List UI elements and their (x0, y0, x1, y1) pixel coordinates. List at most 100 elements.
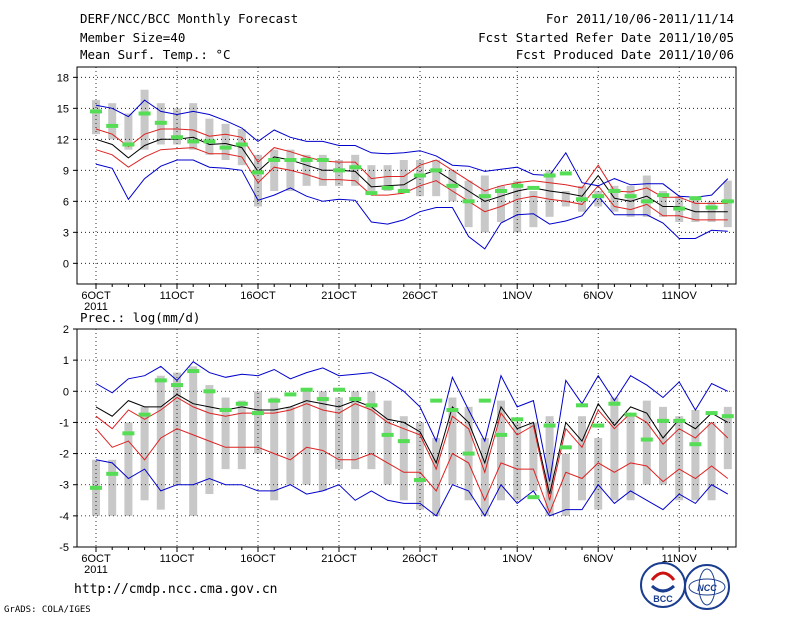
x-tick-year-label: 2011 (84, 564, 108, 576)
observed-marker (106, 123, 119, 128)
observed-marker (381, 185, 394, 190)
y-tick-label: 0 (63, 258, 69, 270)
observed-marker (657, 193, 669, 198)
observed-marker (462, 451, 475, 456)
ensemble-box (399, 416, 408, 501)
ensemble-box (497, 185, 505, 222)
x-tick-label: 16OCT (240, 553, 276, 565)
ensemble-box (383, 400, 392, 485)
ensemble-box (513, 180, 522, 233)
x-tick-label: 6OCT (81, 553, 111, 565)
observed-marker (219, 407, 232, 412)
observed-marker (446, 407, 459, 412)
y-tick-label: 0 (63, 386, 69, 398)
observed-marker (138, 412, 151, 417)
ensemble-box (237, 400, 246, 470)
x-tick-year-label: 2011 (84, 301, 108, 313)
ensemble-box (691, 196, 700, 222)
ensemble-box (545, 416, 554, 516)
ensemble-box (594, 191, 603, 207)
ensemble-box (399, 160, 408, 191)
observed-marker (284, 392, 297, 397)
ensemble-box (140, 89, 149, 150)
ensemble-box (254, 154, 262, 207)
y-tick-label: -2 (59, 449, 69, 461)
ncc-logo-text: NCC (697, 583, 717, 593)
y-tick-label: -1 (59, 417, 69, 429)
x-tick-label: 6NOV (583, 290, 614, 302)
source-url[interactable]: http://cmdp.ncc.cma.gov.cn (74, 582, 278, 597)
ensemble-box (642, 400, 651, 485)
plot-frame (76, 328, 737, 548)
y-tick-label: 9 (63, 165, 69, 177)
y-tick-label: -5 (59, 542, 69, 554)
observed-marker (203, 389, 216, 394)
observed-marker (576, 197, 588, 202)
observed-marker (154, 378, 167, 383)
observed-marker (122, 142, 135, 147)
ensemble-box (626, 416, 635, 501)
y-tick-label: 12 (57, 134, 69, 146)
observed-marker (559, 445, 572, 450)
ensemble-box (286, 406, 295, 485)
ensemble-mean-line (95, 393, 729, 495)
ensemble-box (221, 123, 230, 160)
observed-marker (252, 170, 264, 175)
bcc-logo: BCC (640, 562, 686, 608)
ensemble-box (156, 375, 165, 510)
min-envelope-line (95, 459, 729, 517)
observed-marker (268, 398, 281, 403)
ensemble-box (432, 160, 441, 197)
y-tick-label: 18 (57, 72, 69, 84)
observed-marker (284, 158, 297, 162)
ensemble-box (610, 185, 619, 212)
observed-marker (235, 142, 248, 147)
ensemble-box (659, 191, 667, 217)
ensemble-box (561, 191, 570, 207)
y-tick-label: 15 (57, 103, 69, 115)
ensemble-box (691, 409, 700, 501)
precip-panel-label: Prec.: log(mm/d) (80, 310, 201, 325)
ensemble-box (189, 103, 198, 150)
forecast-produced-date: Fcst Produced Date 2011/10/06 (515, 47, 734, 62)
observed-marker (430, 168, 443, 173)
observed-marker (397, 189, 410, 193)
x-tick-label: 11OCT (160, 553, 195, 565)
observed-marker (624, 412, 637, 417)
observed-marker (122, 431, 135, 436)
ensemble-box (659, 406, 667, 485)
observed-marker (689, 442, 702, 447)
observed-marker (316, 158, 329, 162)
ensemble-box (302, 391, 311, 485)
ensemble-box (529, 191, 538, 228)
forecast-period: For 2011/10/06-2011/11/14 (545, 11, 734, 26)
observed-marker (365, 191, 378, 196)
observed-marker (689, 196, 702, 201)
observed-marker (543, 423, 556, 428)
ensemble-box (610, 397, 619, 501)
x-tick-label: 11NOV (662, 290, 698, 302)
observed-marker (414, 173, 426, 178)
observed-marker (543, 173, 556, 178)
ensemble-box (302, 154, 311, 186)
observed-marker (592, 194, 605, 199)
observed-marker (333, 387, 345, 392)
y-tick-label: 1 (63, 355, 69, 367)
observed-marker (657, 418, 669, 423)
ensemble-box (205, 118, 214, 155)
ensemble-box (707, 422, 716, 501)
x-tick-label: 16OCT (240, 290, 276, 302)
member-size: Member Size=40 (80, 30, 186, 45)
ensemble-box (448, 397, 457, 485)
ensemble-box (140, 406, 149, 501)
observed-marker (592, 423, 605, 428)
x-tick-label: 6OCT (81, 290, 111, 302)
ensemble-box (416, 160, 424, 197)
observed-marker (576, 403, 588, 408)
x-tick-label: 6NOV (583, 553, 614, 565)
max-envelope-line (95, 99, 729, 198)
y-tick-label: 3 (63, 227, 69, 239)
ensemble-box (270, 397, 279, 501)
